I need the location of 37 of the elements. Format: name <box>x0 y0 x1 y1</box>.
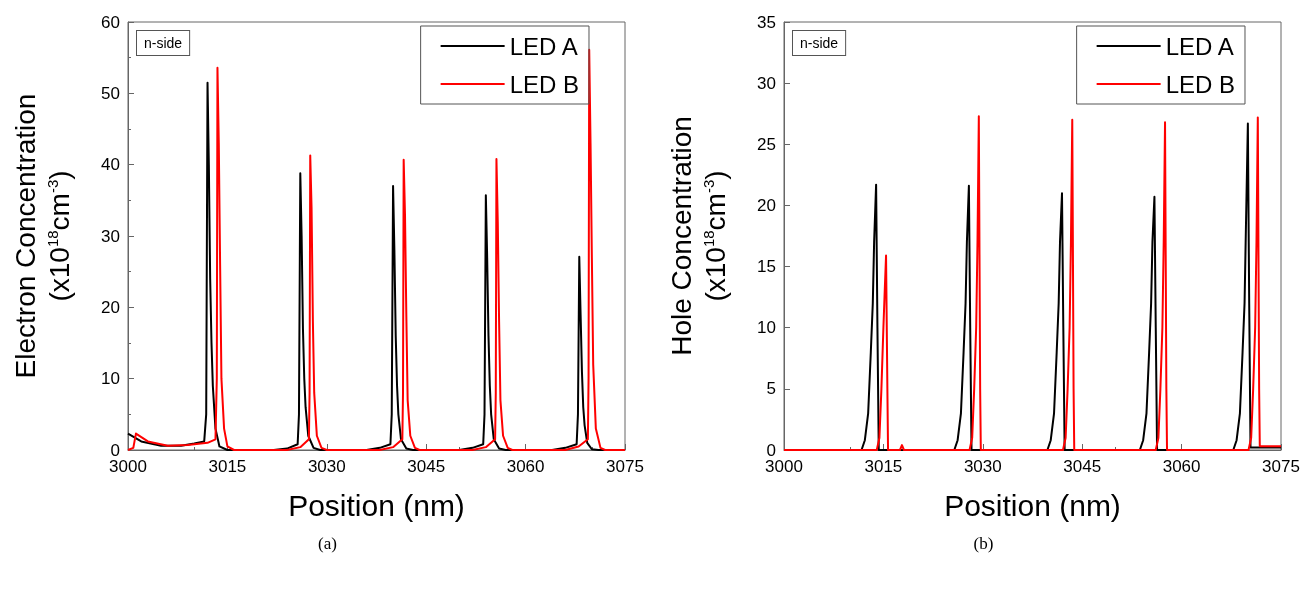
x-tick-label: 3015 <box>208 457 247 476</box>
legend-label: LED B <box>509 70 580 98</box>
y-tick-label: 10 <box>757 318 776 338</box>
annotation: n-side <box>144 35 183 51</box>
legend-label: LED A <box>1165 32 1234 60</box>
x-axis-title: Position (nm) <box>288 488 465 522</box>
y-tick-label: 5 <box>766 379 776 399</box>
x-tick-label: 3075 <box>606 457 644 476</box>
x-tick-label: 3015 <box>864 457 903 476</box>
x-tick-label: 3045 <box>1063 457 1102 476</box>
x-tick-label: 3060 <box>506 457 545 476</box>
x-tick-label: 3060 <box>1162 457 1201 476</box>
x-tick-label: 3000 <box>765 457 803 476</box>
x-tick-label: 3000 <box>109 457 147 476</box>
y-tick-label: 0 <box>766 440 776 460</box>
y-tick-label: 20 <box>101 297 120 317</box>
x-tick-label: 3030 <box>307 457 346 476</box>
y-tick-label: 60 <box>101 12 120 32</box>
x-tick-label: 3075 <box>1262 457 1300 476</box>
y-tick-label: 40 <box>101 155 120 175</box>
legend-label: LED B <box>1165 70 1236 98</box>
y-tick-label: 20 <box>757 195 776 215</box>
legend-label: LED A <box>509 32 578 60</box>
x-axis-title: Position (nm) <box>944 488 1121 522</box>
y-tick-label: 30 <box>101 226 120 246</box>
y-tick-label: 35 <box>757 12 776 32</box>
x-tick-label: 3045 <box>407 457 446 476</box>
y-tick-label: 30 <box>757 73 776 93</box>
text: (a) <box>318 534 337 553</box>
y-tick-label: 25 <box>757 134 776 154</box>
y-tick-label: 0 <box>110 440 120 460</box>
x-tick-label: 3030 <box>963 457 1002 476</box>
y-tick-label: 15 <box>757 257 776 277</box>
text: (b) <box>973 534 994 553</box>
y-tick-label: 10 <box>101 369 120 389</box>
y-tick-label: 50 <box>101 83 120 103</box>
annotation: n-side <box>800 35 839 51</box>
